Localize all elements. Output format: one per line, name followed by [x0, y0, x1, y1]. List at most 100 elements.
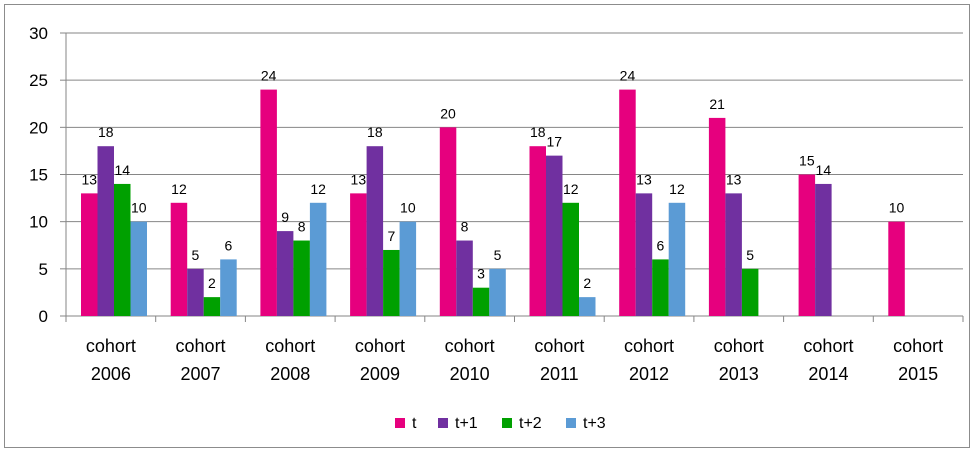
data-label: 7 — [387, 228, 395, 244]
data-label: 3 — [477, 266, 485, 282]
bar-t+2-cohort-2008 — [293, 240, 310, 316]
bar-t+3-cohort-2011 — [579, 297, 596, 316]
bar-t-cohort-2013 — [708, 117, 726, 317]
x-tick-label: 2015 — [898, 364, 938, 384]
data-label: 5 — [192, 247, 200, 263]
bar-t+1-cohort-2006 — [97, 146, 114, 316]
bar-t+1-cohort-2007 — [187, 268, 204, 316]
data-label: 5 — [746, 247, 754, 263]
x-tick-label: cohort — [893, 336, 943, 356]
data-label: 18 — [530, 124, 546, 140]
bar-t+1-cohort-2011 — [546, 155, 563, 316]
bar-t+2-cohort-2012 — [652, 259, 669, 316]
bar-t-cohort-2012 — [619, 89, 636, 316]
x-tick-label: 2009 — [360, 364, 400, 384]
data-label: 6 — [657, 237, 665, 253]
x-tick-label: 2014 — [808, 364, 848, 384]
data-label: 24 — [620, 68, 636, 84]
data-label: 12 — [310, 181, 326, 197]
x-tick-label: 2008 — [270, 364, 310, 384]
x-tick-label: 2013 — [719, 364, 759, 384]
data-label: 24 — [261, 68, 277, 84]
data-label: 8 — [298, 219, 306, 235]
bar-t+2-cohort-2009 — [383, 249, 400, 316]
legend-swatch-t+1 — [438, 418, 448, 428]
bar-t+3-cohort-2009 — [399, 221, 417, 316]
bar-t-cohort-2014 — [798, 174, 816, 316]
y-tick-label: 25 — [29, 71, 48, 90]
data-label: 21 — [709, 96, 725, 112]
x-tick-label: cohort — [534, 336, 584, 356]
legend-swatch-t+3 — [566, 418, 576, 428]
bar-t-cohort-2009 — [350, 193, 367, 316]
legend-label: t+1 — [455, 415, 478, 432]
data-label: 5 — [494, 247, 502, 263]
data-label: 13 — [726, 171, 742, 187]
bar-t-cohort-2008 — [260, 89, 277, 316]
bar-t+3-cohort-2008 — [309, 202, 327, 316]
y-tick-label: 15 — [29, 166, 48, 185]
bar-t+1-cohort-2014 — [815, 183, 832, 316]
legend-label: t+2 — [519, 415, 542, 432]
bar-t+1-cohort-2013 — [725, 193, 742, 316]
data-label: 2 — [583, 275, 591, 291]
data-label: 13 — [81, 171, 97, 187]
data-label: 14 — [816, 162, 832, 178]
data-label: 14 — [114, 162, 130, 178]
y-tick-label: 0 — [39, 307, 48, 326]
bar-t+3-cohort-2007 — [220, 259, 237, 316]
data-label: 6 — [225, 237, 233, 253]
legend-label: t+3 — [583, 415, 606, 432]
data-label: 8 — [461, 219, 469, 235]
data-label: 17 — [546, 134, 562, 150]
data-label: 15 — [799, 153, 815, 169]
bar-t+1-cohort-2008 — [276, 231, 294, 316]
x-tick-label: cohort — [86, 336, 136, 356]
data-label: 12 — [669, 181, 685, 197]
bar-t+2-cohort-2006 — [114, 183, 131, 316]
legend-swatch-t — [395, 418, 405, 428]
bar-t-cohort-2015 — [888, 221, 905, 316]
y-tick-label: 30 — [29, 24, 48, 43]
bar-t+3-cohort-2012 — [668, 202, 686, 316]
bar-t-cohort-2006 — [81, 193, 98, 316]
data-label: 18 — [98, 124, 114, 140]
data-label: 18 — [367, 124, 383, 140]
data-label: 10 — [889, 200, 905, 216]
x-tick-label: cohort — [714, 336, 764, 356]
y-tick-label: 10 — [29, 213, 48, 232]
legend-label: t — [412, 415, 417, 432]
x-tick-label: cohort — [176, 336, 226, 356]
bar-t+2-cohort-2013 — [741, 268, 759, 316]
x-tick-label: cohort — [445, 336, 495, 356]
x-tick-label: 2010 — [450, 364, 490, 384]
bar-t+2-cohort-2010 — [472, 287, 490, 316]
data-label: 20 — [440, 105, 456, 121]
bar-t-cohort-2007 — [170, 202, 188, 316]
x-tick-label: cohort — [265, 336, 315, 356]
bar-t+2-cohort-2007 — [203, 297, 221, 316]
bar-t+3-cohort-2010 — [489, 268, 506, 316]
x-tick-label: cohort — [624, 336, 674, 356]
bar-t+1-cohort-2010 — [456, 240, 473, 316]
y-tick-label: 20 — [29, 118, 48, 137]
x-tick-label: 2007 — [181, 364, 221, 384]
y-tick-label: 5 — [39, 260, 48, 279]
bar-t+1-cohort-2009 — [366, 146, 384, 316]
bar-t+3-cohort-2006 — [130, 221, 147, 316]
x-tick-label: cohort — [355, 336, 405, 356]
data-label: 13 — [351, 171, 367, 187]
bar-t-cohort-2010 — [439, 127, 457, 316]
x-tick-label: cohort — [803, 336, 853, 356]
data-label: 12 — [171, 181, 187, 197]
data-label: 13 — [636, 171, 652, 187]
data-label: 12 — [563, 181, 579, 197]
data-label: 2 — [208, 275, 216, 291]
bar-t-cohort-2011 — [529, 146, 546, 316]
data-label: 9 — [281, 209, 289, 225]
data-label: 10 — [131, 200, 147, 216]
x-tick-label: 2012 — [629, 364, 669, 384]
bar-t+2-cohort-2011 — [562, 202, 579, 316]
x-tick-label: 2011 — [540, 364, 579, 384]
